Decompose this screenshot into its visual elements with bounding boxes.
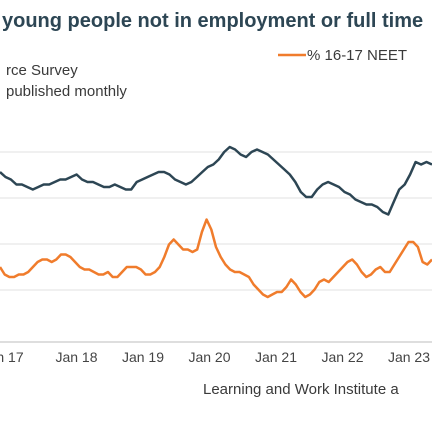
x-tick-label: Jan 23 (388, 349, 430, 365)
x-tick-label: Jan 18 (55, 349, 97, 365)
chart-title: young people not in employment or full t… (2, 10, 423, 32)
x-axis-ticks: n 17 Jan 18 Jan 19 Jan 20 Jan 21 Jan 22 Jan 23 (0, 349, 430, 365)
series-layer (0, 145, 432, 299)
series-line-1 (0, 218, 432, 299)
x-tick-label: Jan 20 (188, 349, 230, 365)
source-note: Learning and Work Institute a (203, 381, 399, 398)
chart-subtitle-line-2: published monthly (6, 83, 127, 100)
chart-subtitle-line-1: rce Survey (6, 62, 78, 79)
series-line-0 (0, 145, 432, 216)
x-tick-label: n 17 (0, 349, 24, 365)
legend: % 16-17 NEET (278, 47, 407, 64)
legend-label: % 16-17 NEET (307, 47, 407, 64)
x-tick-label: Jan 21 (255, 349, 297, 365)
x-tick-label: Jan 19 (122, 349, 164, 365)
x-tick-label: Jan 22 (321, 349, 363, 365)
